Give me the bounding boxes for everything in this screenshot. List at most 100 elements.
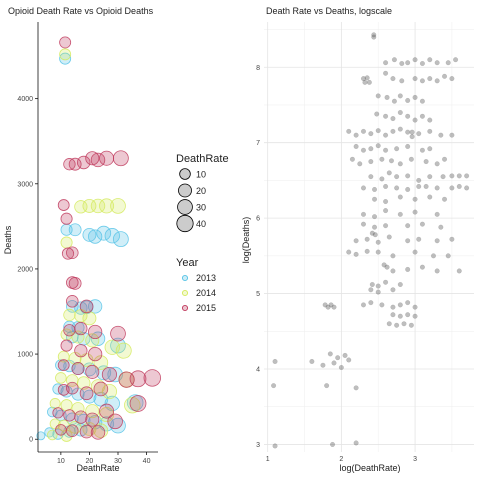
point-2015 bbox=[79, 424, 94, 439]
log-point bbox=[325, 304, 331, 310]
log-point bbox=[369, 230, 375, 236]
point-2015 bbox=[79, 386, 94, 401]
point-2014 bbox=[71, 330, 85, 344]
legend-size-key bbox=[176, 214, 194, 233]
legend-year-title: Year bbox=[176, 257, 199, 269]
log-point bbox=[360, 221, 366, 227]
log-point bbox=[412, 117, 418, 123]
point-2014 bbox=[101, 383, 118, 400]
right-y-tick-label: 6 bbox=[256, 216, 260, 223]
log-point bbox=[397, 93, 403, 99]
log-point bbox=[464, 185, 470, 191]
point-2015 bbox=[57, 359, 70, 372]
legend-year-label: 2015 bbox=[196, 303, 216, 313]
log-point bbox=[372, 224, 378, 230]
point-2015 bbox=[68, 277, 82, 290]
log-point bbox=[405, 266, 411, 272]
log-point bbox=[383, 199, 389, 205]
log-point bbox=[375, 249, 381, 255]
right-plot-points bbox=[271, 32, 470, 449]
point-2014 bbox=[60, 399, 73, 412]
log-point bbox=[371, 32, 377, 38]
right-y-ticks: 3 4 5 6 7 8 bbox=[256, 65, 260, 449]
legend-size-key bbox=[178, 183, 192, 198]
log-point bbox=[442, 196, 448, 202]
log-point bbox=[397, 211, 403, 217]
point-2014 bbox=[60, 236, 73, 249]
left-y-tick-label: 1000 bbox=[17, 352, 33, 359]
log-point bbox=[353, 385, 359, 391]
legend-year-items: 2013 2014 2015 bbox=[181, 273, 216, 313]
log-point bbox=[390, 128, 396, 134]
point-2014 bbox=[59, 48, 72, 61]
log-point bbox=[419, 98, 425, 104]
point-2015 bbox=[66, 424, 79, 437]
point-2015 bbox=[74, 344, 88, 358]
point-2015 bbox=[99, 150, 115, 166]
point-2015 bbox=[90, 425, 106, 440]
log-point bbox=[374, 111, 380, 117]
log-point bbox=[405, 223, 411, 229]
log-point bbox=[383, 132, 389, 138]
log-point bbox=[342, 352, 348, 358]
log-point bbox=[360, 76, 366, 82]
right-x-axis-label: log(DeathRate) bbox=[339, 463, 400, 473]
log-point bbox=[408, 156, 414, 162]
right-x-tick-label: 1 bbox=[266, 456, 270, 463]
legend-year-key bbox=[181, 304, 189, 312]
log-point bbox=[368, 131, 374, 137]
log-point bbox=[360, 302, 366, 308]
log-point bbox=[390, 268, 396, 274]
log-point bbox=[412, 94, 418, 100]
point-2015 bbox=[66, 295, 79, 308]
log-point bbox=[346, 249, 352, 255]
log-point bbox=[427, 146, 433, 152]
left-y-tick-label: 0 bbox=[29, 437, 33, 444]
point-2015 bbox=[129, 370, 147, 388]
log-point bbox=[353, 238, 359, 244]
log-point bbox=[405, 238, 411, 244]
log-point bbox=[405, 129, 411, 135]
legend-size-key bbox=[177, 199, 193, 215]
log-point bbox=[438, 132, 444, 138]
legend-size-title: DeathRate bbox=[176, 153, 229, 165]
log-point bbox=[362, 79, 368, 85]
right-plot-background bbox=[264, 22, 474, 452]
left-x-tick-label: 30 bbox=[114, 458, 122, 465]
log-point bbox=[383, 279, 389, 285]
log-point bbox=[445, 60, 451, 66]
log-point bbox=[394, 185, 400, 191]
log-point bbox=[412, 196, 418, 202]
log-point bbox=[383, 70, 389, 76]
right-y-axis-label: log(Deaths) bbox=[241, 217, 251, 264]
log-point bbox=[353, 251, 359, 257]
log-point bbox=[419, 264, 425, 270]
right-y-tick-label: 8 bbox=[256, 65, 260, 72]
log-point bbox=[369, 282, 375, 288]
log-point bbox=[368, 174, 374, 180]
left-y-ticks: 0 1000 2000 3000 4000 bbox=[17, 96, 38, 444]
left-plot-points bbox=[36, 36, 162, 442]
log-point bbox=[391, 57, 397, 63]
log-point bbox=[271, 383, 277, 389]
point-2014 bbox=[85, 404, 100, 419]
log-point bbox=[397, 161, 403, 167]
log-point bbox=[346, 128, 352, 134]
log-point bbox=[338, 365, 344, 371]
point-2015 bbox=[63, 409, 76, 422]
point-2013 bbox=[88, 229, 103, 244]
log-point bbox=[322, 302, 328, 308]
point-2013 bbox=[59, 52, 72, 65]
left-y-tick-label: 3000 bbox=[17, 181, 33, 188]
point-2015 bbox=[59, 36, 72, 49]
log-point bbox=[381, 262, 387, 268]
log-point bbox=[412, 209, 418, 215]
log-point bbox=[386, 170, 392, 176]
left-x-tick-label: 40 bbox=[143, 458, 151, 465]
point-2014 bbox=[110, 198, 126, 214]
point-2013 bbox=[90, 331, 106, 346]
point-2015 bbox=[88, 346, 103, 362]
point-2015 bbox=[52, 407, 64, 419]
point-2013 bbox=[82, 227, 97, 242]
point-2014 bbox=[49, 398, 61, 409]
